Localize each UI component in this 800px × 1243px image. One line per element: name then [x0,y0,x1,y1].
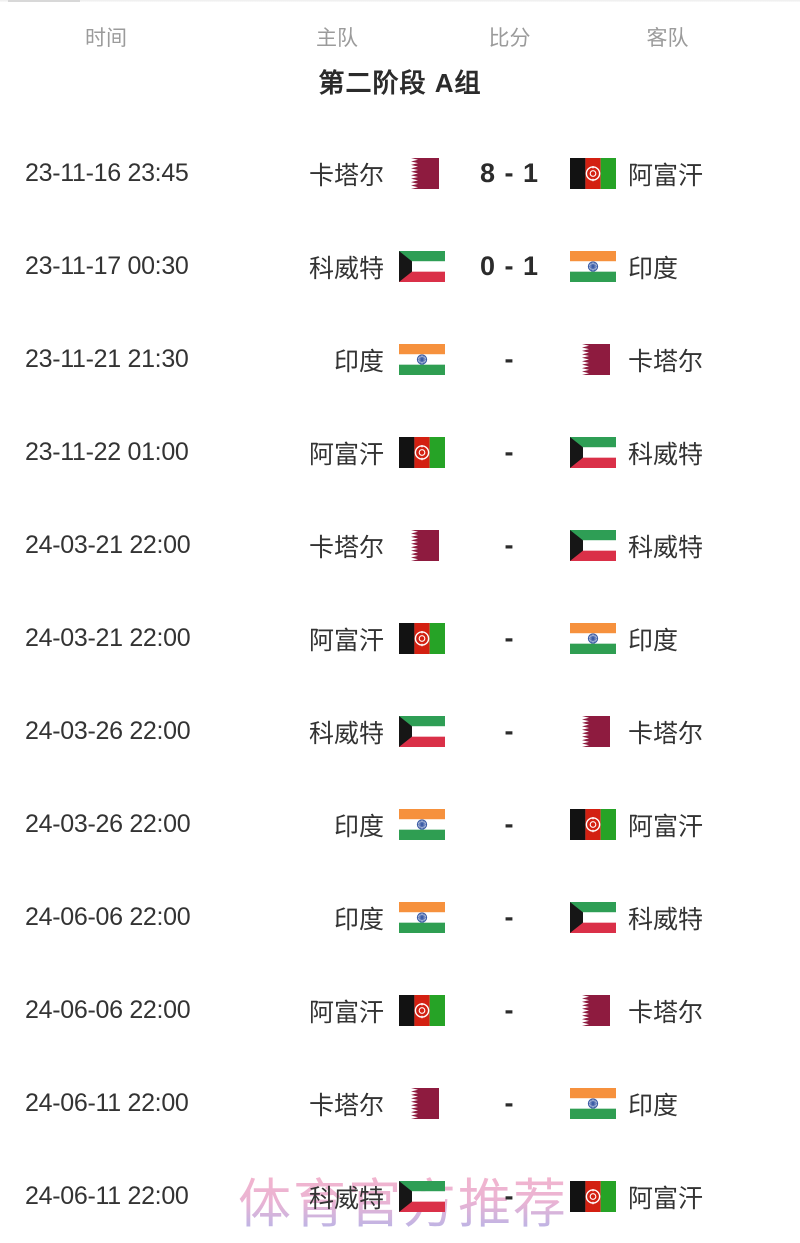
match-score: - [504,716,515,746]
away-team-name: 科威特 [628,905,704,934]
kuwait-flag-icon [568,437,618,468]
afghanistan-flag-icon [397,437,447,468]
home-team-name: 卡塔尔 [308,161,384,190]
home-team-name: 印度 [333,812,384,841]
qatar-flag-icon [568,344,618,375]
away-team-name: 阿富汗 [628,812,704,841]
match-time: 24-03-21 22:00 [25,624,191,652]
match-score: - [504,995,515,1025]
kuwait-flag-icon [397,1181,447,1212]
away-team-name: 科威特 [628,440,704,469]
home-team-name: 卡塔尔 [308,533,384,562]
match-row[interactable]: 24-06-11 22:00 卡塔尔 - 印度 [0,1057,800,1150]
kuwait-flag-icon [397,251,447,282]
match-time: 24-03-26 22:00 [25,717,191,745]
match-row[interactable]: 24-06-06 22:00 阿富汗 - 卡塔尔 [0,964,800,1057]
away-team-name: 印度 [628,1091,679,1120]
kuwait-flag-icon [397,716,447,747]
away-team-name: 印度 [628,254,679,283]
match-time: 24-03-21 22:00 [25,531,191,559]
kuwait-flag-icon [568,902,618,933]
away-team-name: 卡塔尔 [628,719,704,748]
india-flag-icon [397,344,447,375]
match-row[interactable]: 23-11-17 00:30 科威特 0 - 1 印度 [0,220,800,313]
match-row[interactable]: 24-06-06 22:00 印度 - 科威特 [0,871,800,964]
india-flag-icon [568,251,618,282]
away-team-name: 卡塔尔 [628,347,704,376]
india-flag-icon [568,623,618,654]
match-time: 24-06-06 22:00 [25,996,191,1024]
match-list: 23-11-16 23:45 卡塔尔 8 - 1 阿富汗 23-11-17 00… [0,127,800,1243]
qatar-flag-icon [568,995,618,1026]
match-time: 23-11-22 01:00 [25,438,189,466]
match-score: - [504,530,515,560]
match-time: 24-06-11 22:00 [25,1089,189,1117]
home-team-name: 卡塔尔 [308,1091,384,1120]
match-time: 24-06-11 22:00 [25,1182,189,1210]
match-score: - [504,437,515,467]
table-header: 时间 主队 比分 客队 [0,0,800,58]
match-row[interactable]: 24-03-26 22:00 科威特 - 卡塔尔 [0,685,800,778]
header-away-team: 客队 [646,27,689,50]
qatar-flag-icon [397,158,447,189]
qatar-flag-icon [397,530,447,561]
group-title: 第二阶段 A组 [318,68,482,98]
afghanistan-flag-icon [397,623,447,654]
home-team-name: 阿富汗 [308,440,384,469]
match-score: - [504,902,515,932]
match-score: - [504,344,515,374]
away-team-name: 阿富汗 [628,1184,704,1213]
match-row[interactable]: 23-11-22 01:00 阿富汗 - 科威特 [0,406,800,499]
match-row[interactable]: 24-03-21 22:00 卡塔尔 - 科威特 [0,499,800,592]
home-team-name: 阿富汗 [308,626,384,655]
match-time: 23-11-17 00:30 [25,252,189,280]
india-flag-icon [568,1088,618,1119]
qatar-flag-icon [397,1088,447,1119]
match-time: 24-06-06 22:00 [25,903,191,931]
away-team-name: 印度 [628,626,679,655]
match-score: - [504,1088,515,1118]
afghanistan-flag-icon [568,158,618,189]
india-flag-icon [397,809,447,840]
header-time: 时间 [85,27,127,50]
match-score: - [504,1181,515,1211]
match-time: 23-11-16 23:45 [25,159,189,187]
away-team-name: 科威特 [628,533,704,562]
match-score: - [504,809,515,839]
home-team-name: 科威特 [308,254,384,283]
match-time: 23-11-21 21:30 [25,345,189,373]
match-row[interactable]: 24-03-21 22:00 阿富汗 - 印度 [0,592,800,685]
afghanistan-flag-icon [568,1181,618,1212]
match-score: - [504,623,515,653]
kuwait-flag-icon [568,530,618,561]
home-team-name: 印度 [333,905,384,934]
header-score: 比分 [488,27,531,50]
qatar-flag-icon [568,716,618,747]
home-team-name: 印度 [333,347,384,376]
match-row[interactable]: 24-06-11 22:00 科威特 - 阿富汗 [0,1150,800,1243]
top-shadow [0,0,800,2]
home-team-name: 科威特 [308,719,384,748]
away-team-name: 卡塔尔 [628,998,704,1027]
home-team-name: 阿富汗 [308,998,384,1027]
match-score: 0 - 1 [479,251,540,281]
header-home-team: 主队 [316,27,358,50]
match-score: 8 - 1 [479,158,540,188]
match-row[interactable]: 23-11-21 21:30 印度 - 卡塔尔 [0,313,800,406]
match-row[interactable]: 23-11-16 23:45 卡塔尔 8 - 1 阿富汗 [0,127,800,220]
away-team-name: 阿富汗 [628,161,704,190]
afghanistan-flag-icon [397,995,447,1026]
afghanistan-flag-icon [568,809,618,840]
match-row[interactable]: 24-03-26 22:00 印度 - 阿富汗 [0,778,800,871]
match-time: 24-03-26 22:00 [25,810,191,838]
home-team-name: 科威特 [308,1184,384,1213]
india-flag-icon [397,902,447,933]
